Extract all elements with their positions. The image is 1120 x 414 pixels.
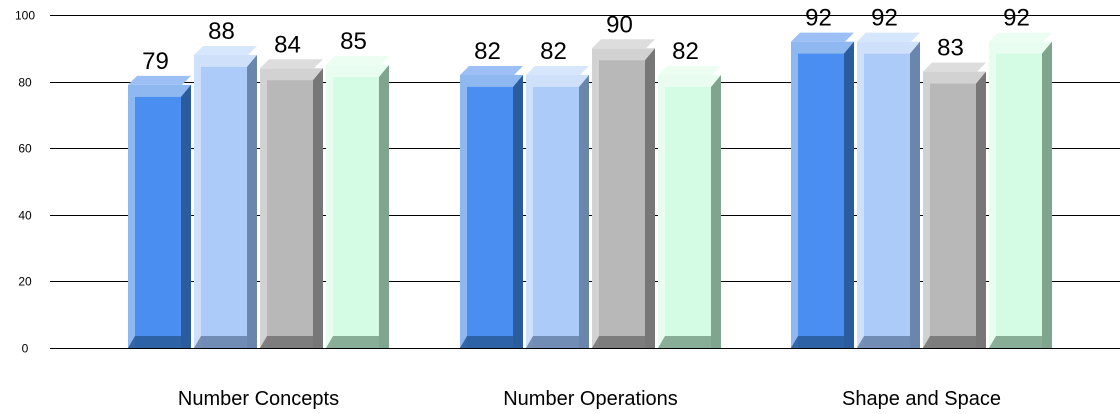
bar-top xyxy=(923,62,986,72)
bar-side xyxy=(711,74,721,348)
bar-front xyxy=(333,76,379,348)
bar xyxy=(857,32,920,348)
y-tick-label: 60 xyxy=(18,142,32,156)
bar-front xyxy=(798,53,844,348)
bar-base xyxy=(791,336,844,348)
data-label: 92 xyxy=(871,5,898,32)
bar-top xyxy=(326,55,389,65)
bar-top xyxy=(460,65,523,75)
bars xyxy=(128,32,1052,349)
bar xyxy=(526,65,589,348)
data-label: 83 xyxy=(937,35,964,62)
bar-top xyxy=(194,45,257,55)
bar xyxy=(194,45,257,349)
bar-side xyxy=(313,68,323,348)
bar-front xyxy=(930,83,976,349)
bar-top xyxy=(989,32,1052,42)
bar-front xyxy=(996,53,1042,348)
bar-top xyxy=(260,59,323,69)
bar-side xyxy=(844,41,854,348)
bar xyxy=(592,39,655,349)
bar-top xyxy=(791,32,854,42)
bar-side xyxy=(645,48,655,349)
y-axis-ticks: 0 20 40 60 80 100 xyxy=(15,9,35,356)
bar-base xyxy=(526,336,579,348)
bar-base xyxy=(923,336,976,348)
category-label: Number Operations xyxy=(503,388,678,410)
bar-front xyxy=(135,96,181,349)
bar xyxy=(326,55,389,348)
data-labels: 79 88 84 85 82 82 90 82 92 92 83 92 xyxy=(142,5,1030,75)
bar-side xyxy=(379,64,389,348)
bar-base xyxy=(989,336,1042,348)
bar-base xyxy=(592,336,645,348)
data-label: 92 xyxy=(805,5,832,32)
data-label: 79 xyxy=(142,48,169,75)
data-label: 85 xyxy=(340,28,367,55)
data-label: 90 xyxy=(606,11,633,38)
y-tick-label: 20 xyxy=(18,275,32,289)
category-labels: Number Concepts Number Operations Shape an… xyxy=(178,388,1001,410)
bar-base xyxy=(658,336,711,348)
bar-side xyxy=(579,74,589,348)
bar-front xyxy=(665,86,711,348)
bar-front xyxy=(864,53,910,348)
bar-side xyxy=(976,71,986,349)
data-label: 82 xyxy=(672,38,699,65)
bar-base xyxy=(857,336,910,348)
bar-base xyxy=(460,336,513,348)
bar-base xyxy=(326,336,379,348)
bar-front xyxy=(533,86,579,348)
bar-front xyxy=(267,80,313,348)
bar xyxy=(923,62,986,349)
bar-base xyxy=(194,336,247,348)
bar-side xyxy=(247,54,257,349)
bar-side xyxy=(910,41,920,348)
bar-top xyxy=(857,32,920,42)
y-tick-label: 0 xyxy=(22,342,29,356)
bar-base xyxy=(128,336,181,348)
bar-side xyxy=(1042,41,1052,348)
bar-side xyxy=(181,84,191,349)
data-label: 82 xyxy=(474,38,501,65)
data-label: 92 xyxy=(1003,5,1030,32)
bar-top xyxy=(658,65,721,75)
data-label: 84 xyxy=(274,31,301,58)
bar-top xyxy=(128,75,191,85)
data-label: 88 xyxy=(208,18,235,45)
bar xyxy=(260,59,323,348)
bar xyxy=(989,32,1052,348)
bar xyxy=(128,75,191,349)
bar-front xyxy=(201,66,247,349)
bar xyxy=(460,65,523,348)
y-tick-label: 100 xyxy=(15,9,35,23)
bar-base xyxy=(260,336,313,348)
bar-front xyxy=(467,86,513,348)
bar-top xyxy=(592,39,655,49)
data-label: 82 xyxy=(540,38,567,65)
category-label: Shape and Space xyxy=(842,388,1001,410)
bar-front xyxy=(599,60,645,349)
bar xyxy=(658,65,721,348)
category-label: Number Concepts xyxy=(178,388,339,410)
bar-side xyxy=(513,74,523,348)
bar-top xyxy=(526,65,589,75)
y-tick-label: 40 xyxy=(18,209,32,223)
bar xyxy=(791,32,854,348)
y-tick-label: 80 xyxy=(18,76,32,90)
